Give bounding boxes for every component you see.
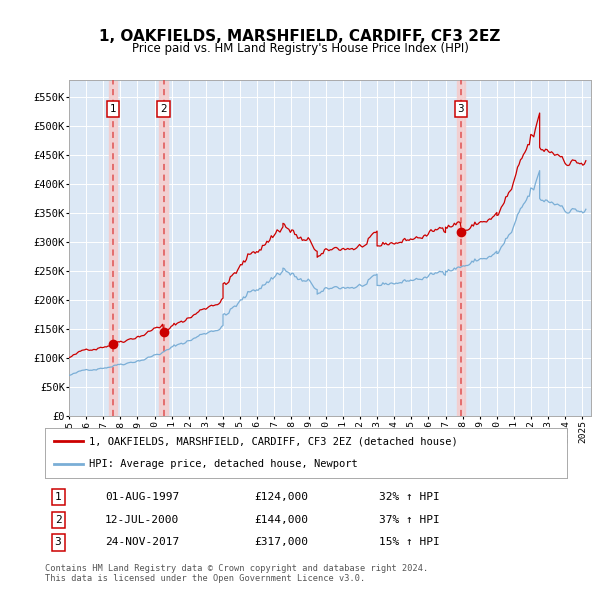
Text: £124,000: £124,000 xyxy=(254,492,308,502)
Text: 3: 3 xyxy=(55,537,61,548)
Text: 1: 1 xyxy=(110,104,116,114)
Text: 1, OAKFIELDS, MARSHFIELD, CARDIFF, CF3 2EZ: 1, OAKFIELDS, MARSHFIELD, CARDIFF, CF3 2… xyxy=(100,29,500,44)
Bar xyxy=(160,80,168,416)
Text: Price paid vs. HM Land Registry's House Price Index (HPI): Price paid vs. HM Land Registry's House … xyxy=(131,42,469,55)
Text: 1, OAKFIELDS, MARSHFIELD, CARDIFF, CF3 2EZ (detached house): 1, OAKFIELDS, MARSHFIELD, CARDIFF, CF3 2… xyxy=(89,436,458,446)
Text: Contains HM Land Registry data © Crown copyright and database right 2024.
This d: Contains HM Land Registry data © Crown c… xyxy=(45,564,428,583)
Text: £144,000: £144,000 xyxy=(254,515,308,525)
Text: 1: 1 xyxy=(55,492,61,502)
Text: 01-AUG-1997: 01-AUG-1997 xyxy=(105,492,179,502)
Text: HPI: Average price, detached house, Newport: HPI: Average price, detached house, Newp… xyxy=(89,460,358,470)
Text: 32% ↑ HPI: 32% ↑ HPI xyxy=(379,492,440,502)
Text: 15% ↑ HPI: 15% ↑ HPI xyxy=(379,537,440,548)
Text: 2: 2 xyxy=(160,104,167,114)
Text: £317,000: £317,000 xyxy=(254,537,308,548)
Bar xyxy=(109,80,118,416)
Bar xyxy=(457,80,465,416)
Text: 3: 3 xyxy=(458,104,464,114)
Text: 24-NOV-2017: 24-NOV-2017 xyxy=(105,537,179,548)
Text: 2: 2 xyxy=(55,515,61,525)
Text: 12-JUL-2000: 12-JUL-2000 xyxy=(105,515,179,525)
Text: 37% ↑ HPI: 37% ↑ HPI xyxy=(379,515,440,525)
